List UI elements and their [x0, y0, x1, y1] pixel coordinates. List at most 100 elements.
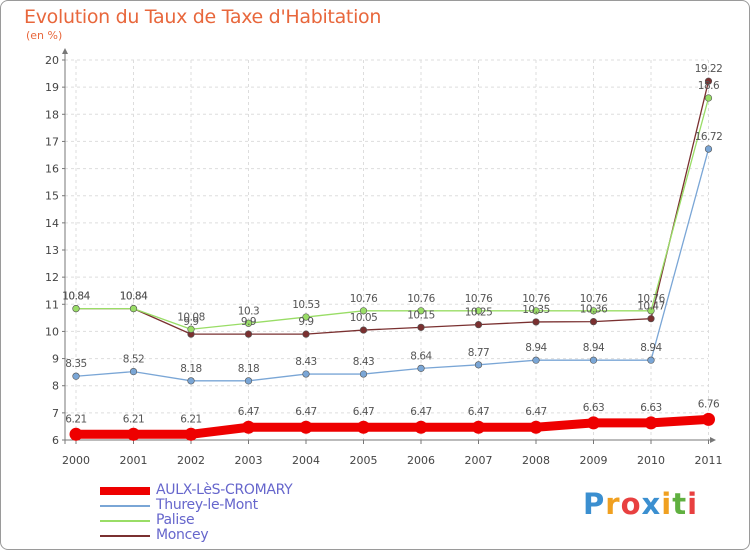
data-point: [299, 420, 313, 434]
data-point: [644, 416, 658, 430]
logo-letter: r: [605, 487, 621, 521]
data-point: [474, 361, 483, 369]
logo-letter: x: [641, 487, 662, 521]
data-point: [589, 318, 598, 326]
data-label: 10.05: [350, 312, 378, 324]
legend-swatch: [100, 535, 150, 537]
legend-swatch: [100, 520, 150, 522]
data-label: 6.47: [525, 406, 546, 418]
data-label: 9.9: [241, 316, 256, 328]
data-point: [417, 364, 425, 372]
legend-label: AULX-LèS-CROMARY: [156, 482, 293, 498]
data-labels: 6.21 6.21 6.21 6.47 6.47 6.47 6.47 6.47 6.47 6.63…: [62, 63, 723, 425]
legend-swatch: [100, 505, 150, 507]
data-point: [129, 305, 138, 313]
grid: [65, 59, 709, 441]
y-tick-label: 6: [52, 434, 59, 447]
y-axis-arrow: [62, 48, 68, 54]
data-label: 10.76: [580, 293, 608, 305]
data-point: [302, 330, 310, 338]
data-point: [359, 326, 368, 334]
data-point: [472, 420, 485, 434]
data-point: [359, 307, 368, 315]
y-tick-label: 8: [52, 380, 59, 393]
y-tick-label: 7: [52, 407, 59, 420]
logo-letter: i: [661, 487, 673, 521]
data-label: 8.18: [238, 363, 259, 375]
logo-letter: o: [620, 487, 642, 521]
data-label: 9.9: [183, 316, 198, 328]
series-line: [75, 148, 710, 382]
data-point: [587, 416, 600, 430]
data-point: [187, 377, 195, 385]
series-line: [75, 97, 710, 330]
data-label: 10.76: [522, 293, 550, 305]
x-tick-label: 2001: [120, 454, 148, 467]
logo-letter: i: [687, 487, 699, 521]
data-point: [532, 307, 540, 315]
x-axis-arrow: [710, 437, 716, 443]
data-point: [417, 323, 425, 331]
y-tick-label: 19: [45, 81, 59, 94]
y-tick-label: 14: [45, 217, 59, 230]
y-tick-label: 13: [45, 244, 59, 257]
data-point: [647, 356, 655, 364]
data-point: [647, 307, 655, 315]
y-tick-label: 9: [52, 353, 59, 366]
data-label: 10.76: [407, 293, 435, 305]
legend-swatch: [100, 487, 150, 495]
x-tick-label: 2008: [522, 454, 550, 467]
data-label: 6.47: [295, 406, 316, 418]
data-label: 6.47: [468, 406, 489, 418]
data-label: 8.94: [640, 342, 662, 354]
y-tick-label: 20: [45, 54, 59, 67]
data-label: 8.35: [65, 358, 86, 370]
data-label: 10.84: [120, 291, 148, 303]
data-label: 10.76: [350, 293, 378, 305]
data-point: [129, 368, 138, 376]
data-label: 10.76: [637, 293, 665, 305]
y-tick-label: 11: [45, 298, 59, 311]
data-point: [357, 420, 370, 434]
data-label: 10.35: [522, 304, 550, 316]
legend-label: Moncey: [156, 527, 209, 543]
data-point: [532, 356, 540, 364]
x-tick-label: 2002: [177, 454, 205, 467]
x-tick-label: 2009: [580, 454, 608, 467]
data-point: [474, 321, 483, 329]
data-point: [184, 427, 198, 441]
data-label: 6.47: [410, 406, 431, 418]
data-point: [529, 420, 543, 434]
data-point: [187, 325, 195, 333]
data-label: 6.63: [640, 402, 661, 414]
data-label: 10.84: [62, 291, 90, 303]
data-label: 10.53: [292, 299, 320, 311]
x-tick-label: 2010: [637, 454, 665, 467]
x-tick-label: 2011: [695, 454, 723, 467]
data-label: 6.47: [353, 406, 374, 418]
x-tick-label: 2004: [292, 454, 320, 467]
proxiti-logo: Proxiti: [583, 487, 698, 521]
data-point: [704, 145, 713, 153]
data-label: 10.08: [177, 311, 205, 323]
data-label: 8.43: [353, 356, 374, 368]
data-label: 8.64: [410, 350, 432, 362]
data-point: [244, 377, 253, 385]
axes: 6 7 8 9 10 11 12 13 14 15 16 17 18 19 20 2000 2001 2002 20…: [45, 48, 723, 467]
data-point: [589, 307, 598, 315]
chart-title: Evolution du Taux de Taxe d'Habitation: [24, 6, 382, 28]
x-tick-label: 2000: [62, 454, 90, 467]
data-label: 10.3: [238, 305, 259, 317]
data-point: [702, 412, 715, 426]
data-point: [72, 305, 80, 313]
data-label: 6.76: [698, 398, 720, 410]
series-line: [75, 80, 710, 335]
data-label: 6.21: [123, 413, 144, 425]
data-point: [69, 427, 83, 441]
data-label: 6.47: [238, 406, 259, 418]
data-point: [244, 330, 253, 338]
data-point: [242, 420, 255, 434]
data-point: [704, 94, 713, 102]
logo-letter: P: [583, 487, 606, 521]
